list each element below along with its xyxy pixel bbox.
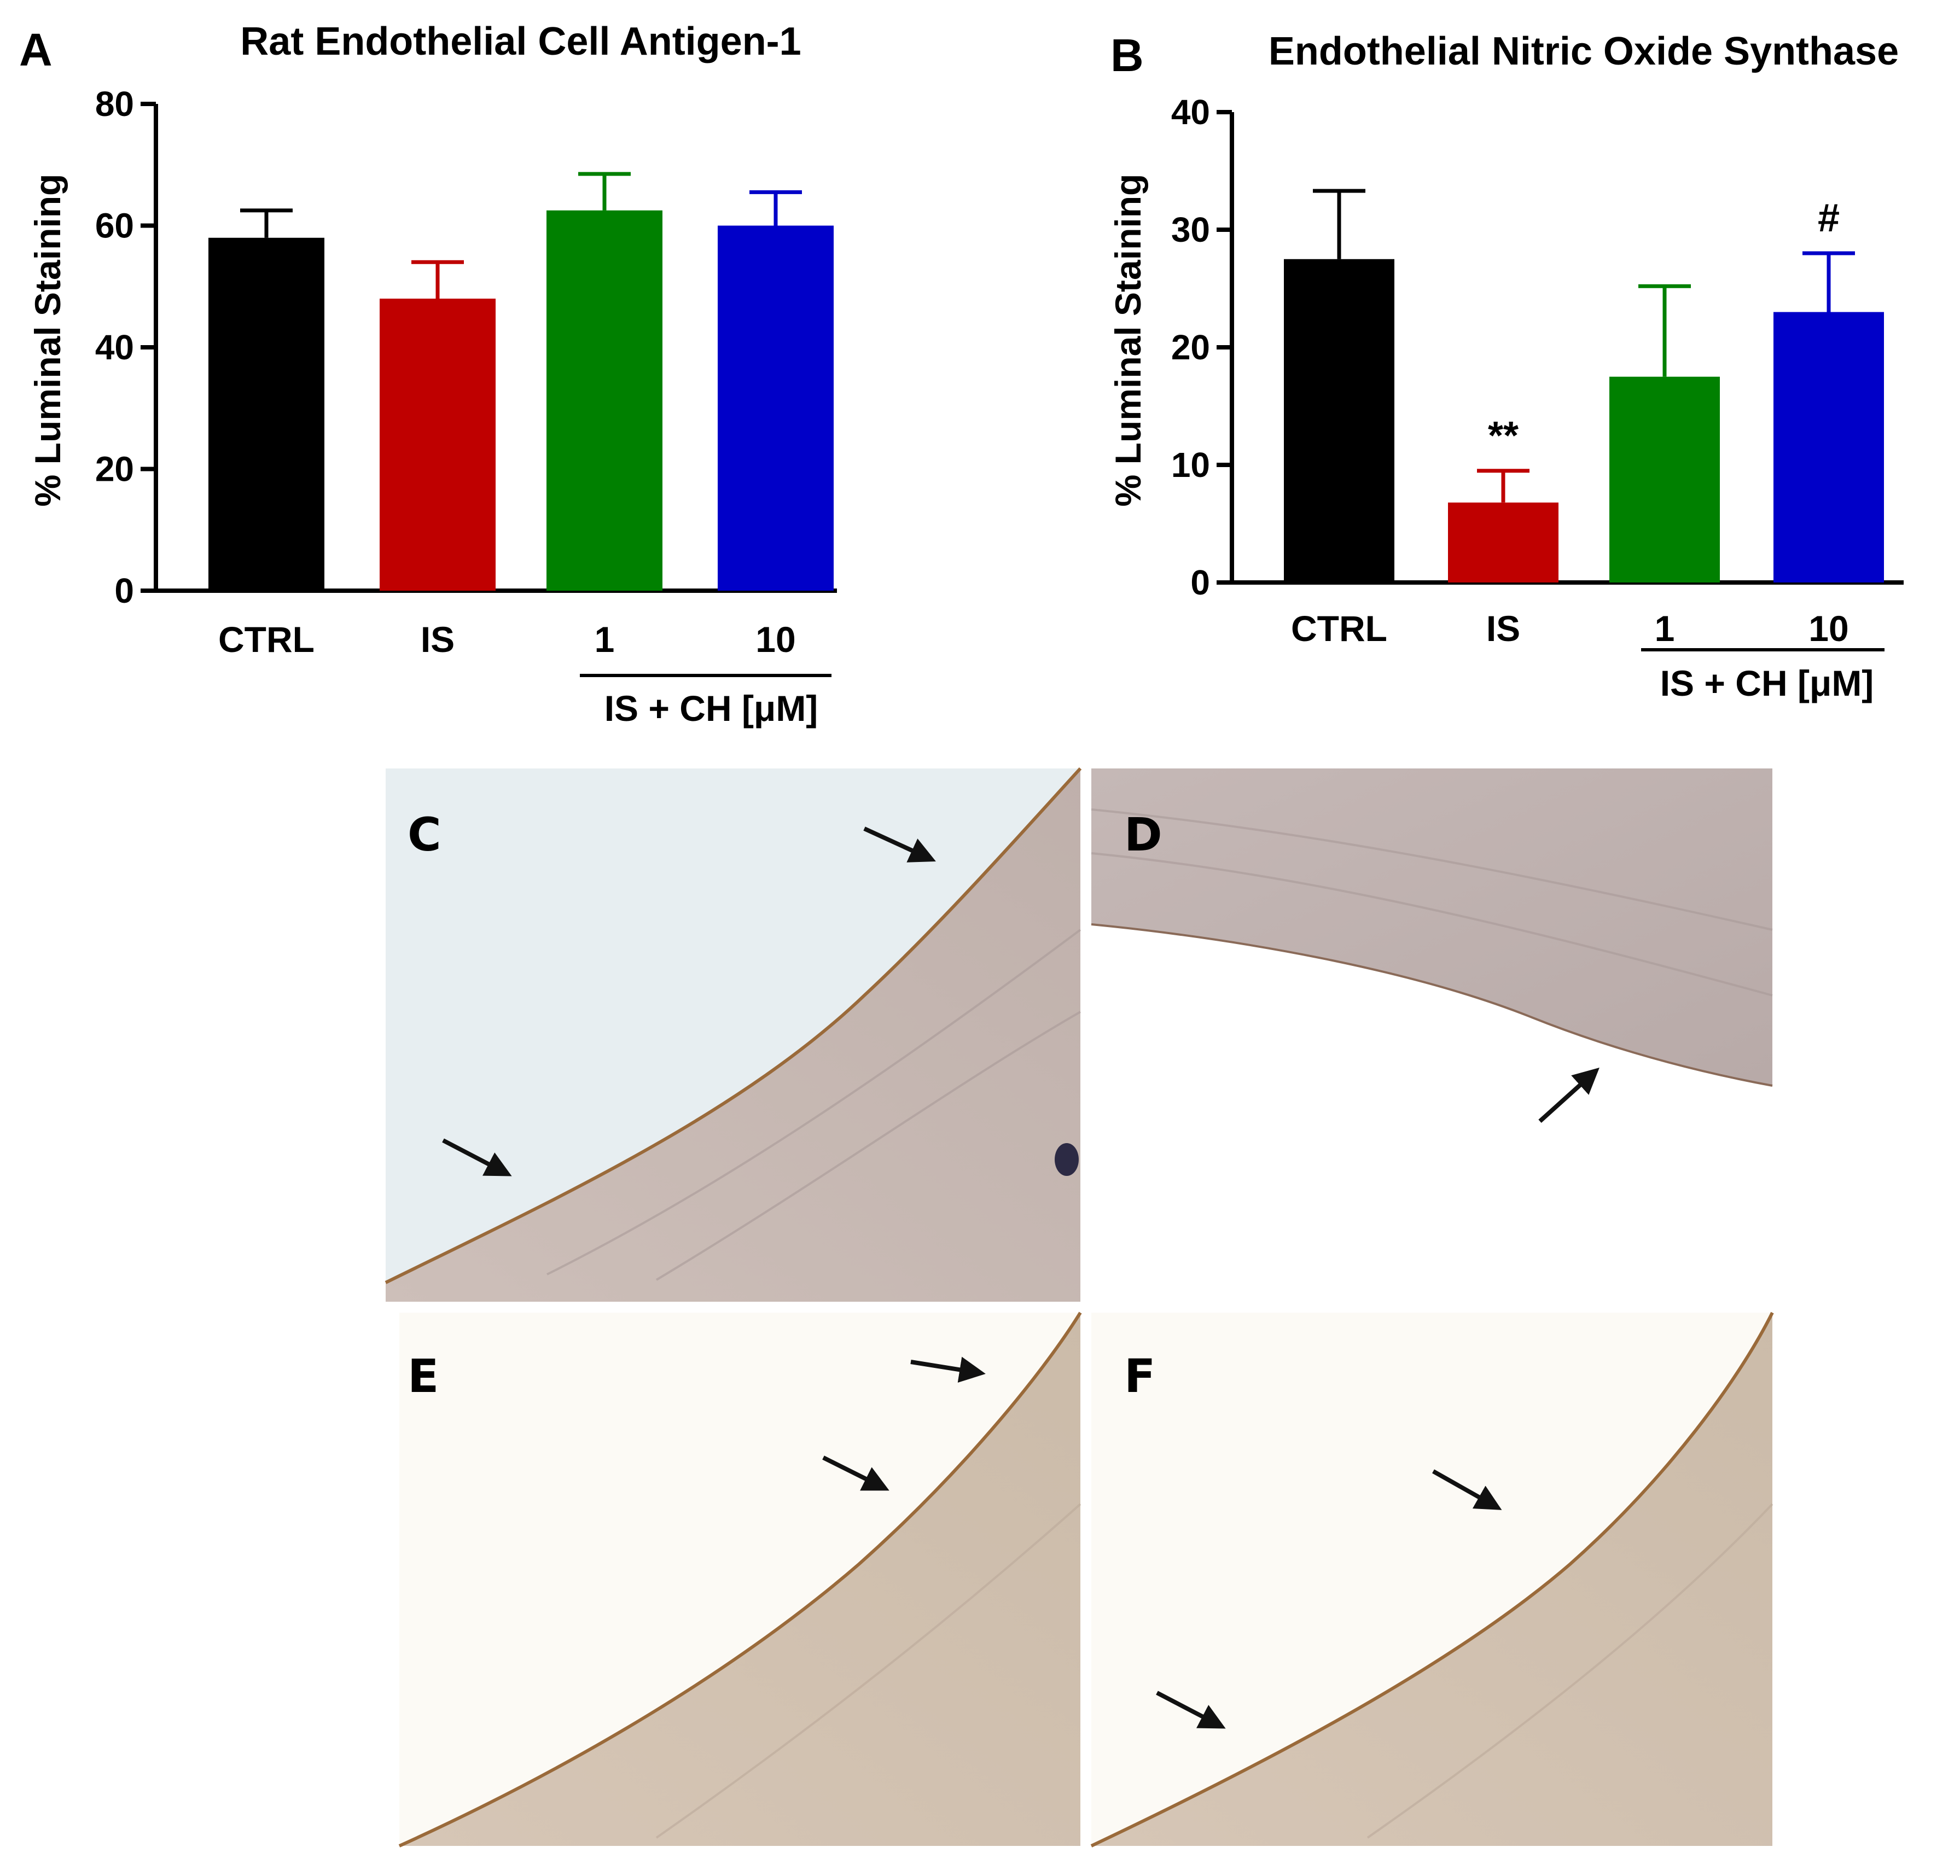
- chart-b-ylabel: % Luminal Staining: [1108, 174, 1148, 507]
- x-tick-label: 1: [1655, 608, 1675, 649]
- arrow-icon: [910, 1356, 986, 1383]
- arrow-icon: [1156, 1691, 1226, 1729]
- chart-a-ylabel: % Luminal Staining: [27, 174, 68, 507]
- x-tick-label: CTRL: [218, 619, 315, 660]
- arrow-icon: [863, 826, 936, 863]
- y-tick-label: 80: [95, 84, 134, 124]
- micrograph-f: F: [1090, 1312, 1774, 1848]
- chart-a: A Rat Endothelial Cell Antigen-1 % Lumin…: [19, 20, 837, 729]
- chart-b-title: Endothelial Nitric Oxide Synthase: [1269, 30, 1899, 73]
- y-tick-label: 30: [1171, 210, 1210, 249]
- panel-letter-c[interactable]: C: [408, 808, 441, 861]
- chart-b: B Endothelial Nitric Oxide Synthase % Lu…: [1108, 30, 1904, 703]
- bar: [208, 237, 324, 591]
- x-tick-label: IS: [421, 619, 455, 660]
- panel-letter-f[interactable]: F: [1124, 1349, 1155, 1403]
- arrow-icon: [1432, 1469, 1502, 1510]
- x-tick-label: 10: [1808, 608, 1848, 649]
- x-tick-label: 10: [755, 619, 795, 660]
- bar: [1609, 376, 1720, 582]
- micrograph-c: C: [385, 767, 1082, 1302]
- micrograph-e: E: [398, 1312, 1082, 1848]
- panel-letter-d[interactable]: D: [1124, 808, 1162, 861]
- arrow-icon: [1538, 1067, 1600, 1123]
- panel-letter-e[interactable]: E: [408, 1349, 439, 1403]
- panel-letter-a: A: [19, 24, 53, 75]
- panel-letter-b: B: [1110, 30, 1144, 81]
- y-tick-label: 0: [114, 571, 134, 610]
- bar: [380, 299, 496, 591]
- chart-a-title: Rat Endothelial Cell Antigen-1: [240, 20, 801, 63]
- x-tick-label: CTRL: [1291, 608, 1387, 649]
- significance-label: **: [1488, 414, 1519, 458]
- chart-b-group-label: IS + CH [μM]: [1660, 663, 1874, 703]
- y-tick-label: 40: [95, 328, 134, 367]
- significance-label: #: [1818, 196, 1840, 240]
- x-tick-label: 1: [595, 619, 615, 660]
- y-tick-label: 40: [1171, 92, 1210, 132]
- bar: [718, 225, 834, 591]
- bar: [1773, 312, 1884, 582]
- y-tick-label: 20: [95, 450, 134, 489]
- arrow-icon: [822, 1455, 889, 1491]
- bar: [1284, 259, 1394, 582]
- arrow-icon: [442, 1138, 512, 1176]
- y-tick-label: 20: [1171, 328, 1210, 367]
- y-tick-label: 10: [1171, 445, 1210, 485]
- y-tick-label: 0: [1190, 563, 1210, 602]
- x-tick-label: IS: [1486, 608, 1520, 649]
- bar: [1448, 502, 1558, 582]
- micrograph-d: D: [1091, 768, 1773, 1302]
- y-tick-label: 60: [95, 206, 134, 246]
- chart-a-group-label: IS + CH [μM]: [604, 688, 818, 729]
- bar: [546, 210, 662, 591]
